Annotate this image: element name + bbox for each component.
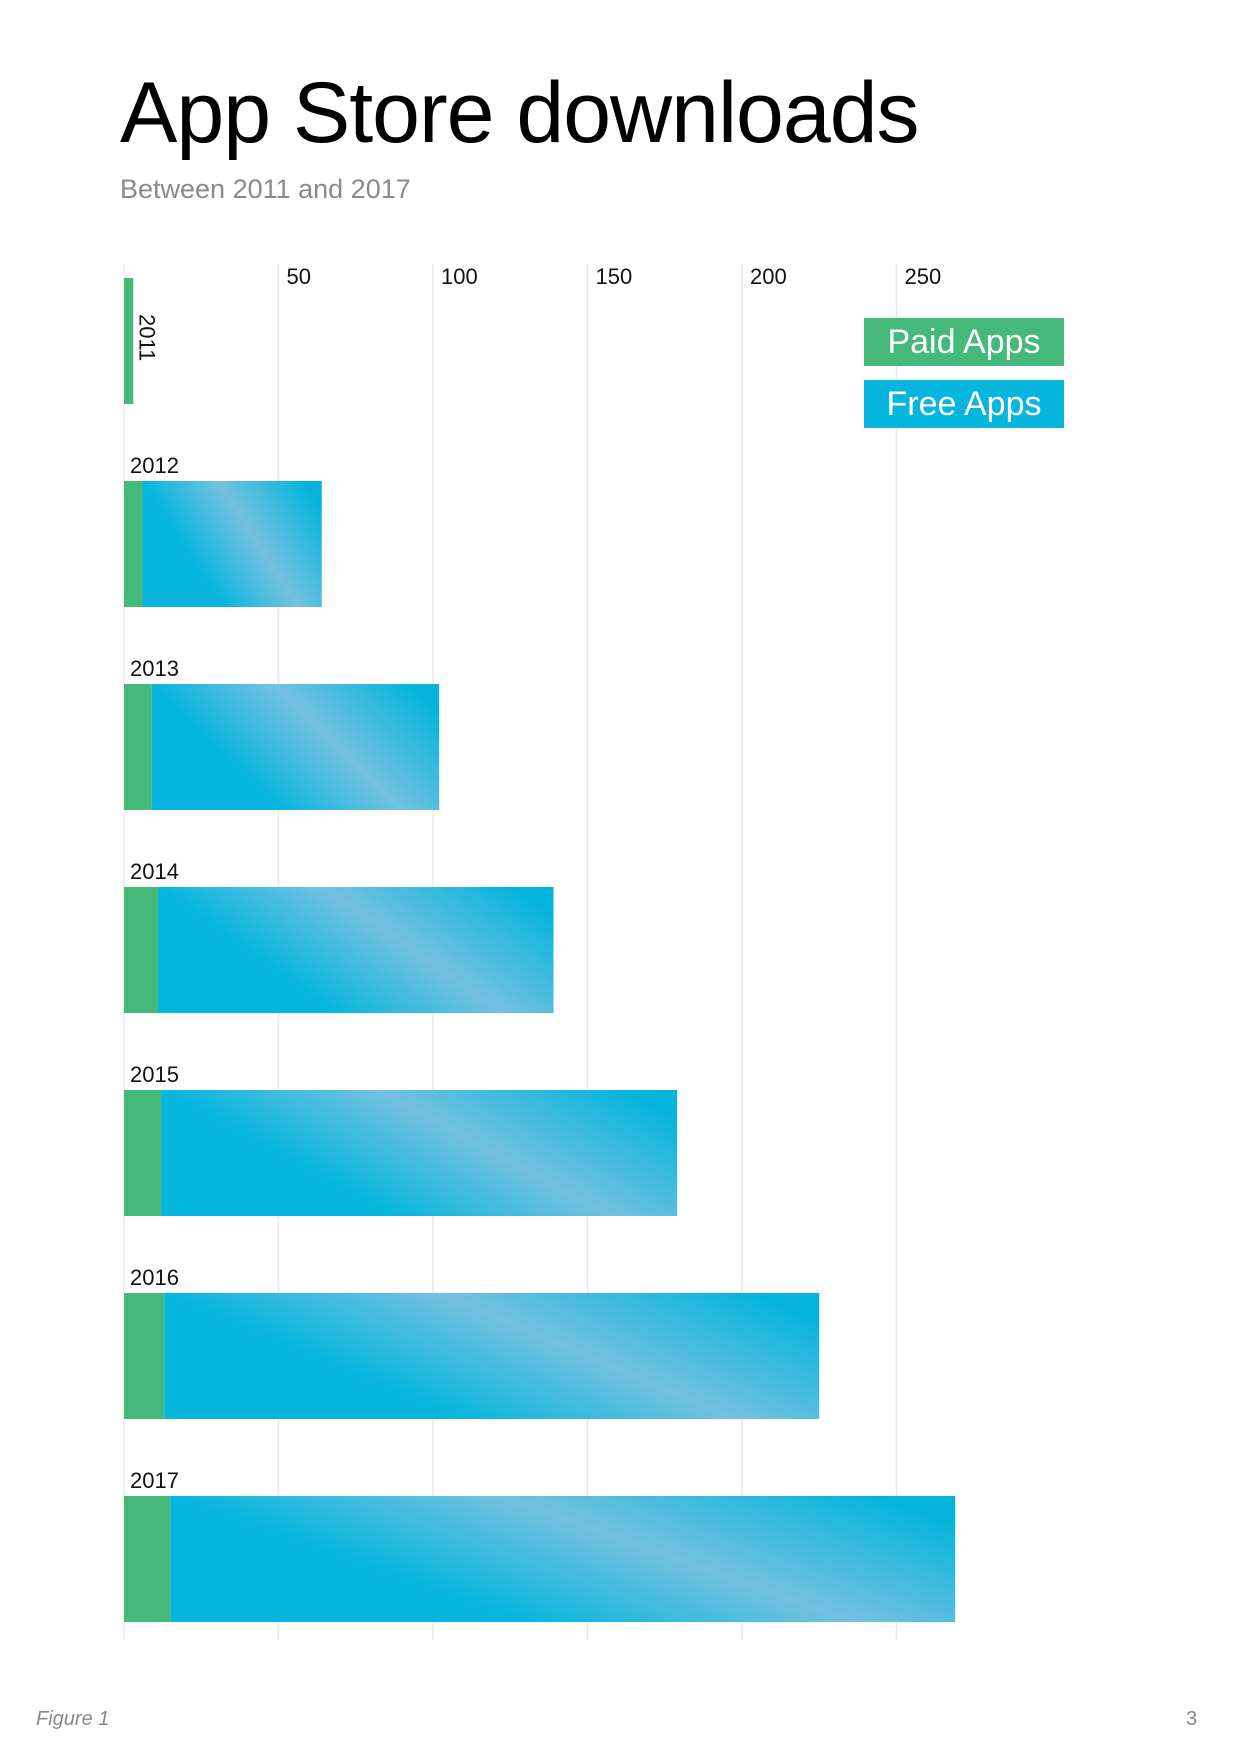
x-tick-label: 50 xyxy=(287,264,311,289)
x-tick-label: 100 xyxy=(441,264,478,289)
bar-paid-2014 xyxy=(124,887,158,1013)
x-tick-label: 250 xyxy=(905,264,942,289)
bar-paid-2011 xyxy=(124,278,134,404)
category-label-2011: 2011 xyxy=(134,314,159,361)
bar-paid-2015 xyxy=(124,1090,162,1216)
legend-free-apps: Free Apps xyxy=(864,380,1064,428)
bar-paid-2012 xyxy=(124,481,143,607)
bar-free-2012 xyxy=(142,481,322,607)
bar-chart: 50 100 150 200 250 2011 2012 2013 2014 2015 2016 20… xyxy=(123,264,956,1640)
category-label-2014: 2014 xyxy=(130,859,179,884)
chart-subtitle: Between 2011 and 2017 xyxy=(120,174,411,204)
category-label-2017: 2017 xyxy=(130,1468,179,1493)
x-tick-label: 150 xyxy=(596,264,633,289)
bar-free-2015 xyxy=(161,1090,678,1216)
figure-label: Figure 1 xyxy=(36,1708,110,1730)
category-label-2015: 2015 xyxy=(130,1062,179,1087)
category-label-2013: 2013 xyxy=(130,656,179,681)
bar-paid-2017 xyxy=(124,1496,171,1622)
x-tick-label: 200 xyxy=(750,264,787,289)
category-label-2016: 2016 xyxy=(130,1265,179,1290)
category-label-2012: 2012 xyxy=(130,453,179,478)
bar-free-2014 xyxy=(157,887,554,1013)
page-number: 3 xyxy=(1186,1708,1198,1730)
bar-free-2016 xyxy=(164,1293,820,1419)
bar-paid-2016 xyxy=(124,1293,165,1419)
bar-free-2013 xyxy=(151,684,440,810)
bar-free-2017 xyxy=(170,1496,956,1622)
legend-paid-apps: Paid Apps xyxy=(864,318,1064,366)
chart-title: App Store downloads xyxy=(120,65,920,161)
bar-paid-2013 xyxy=(124,684,152,810)
